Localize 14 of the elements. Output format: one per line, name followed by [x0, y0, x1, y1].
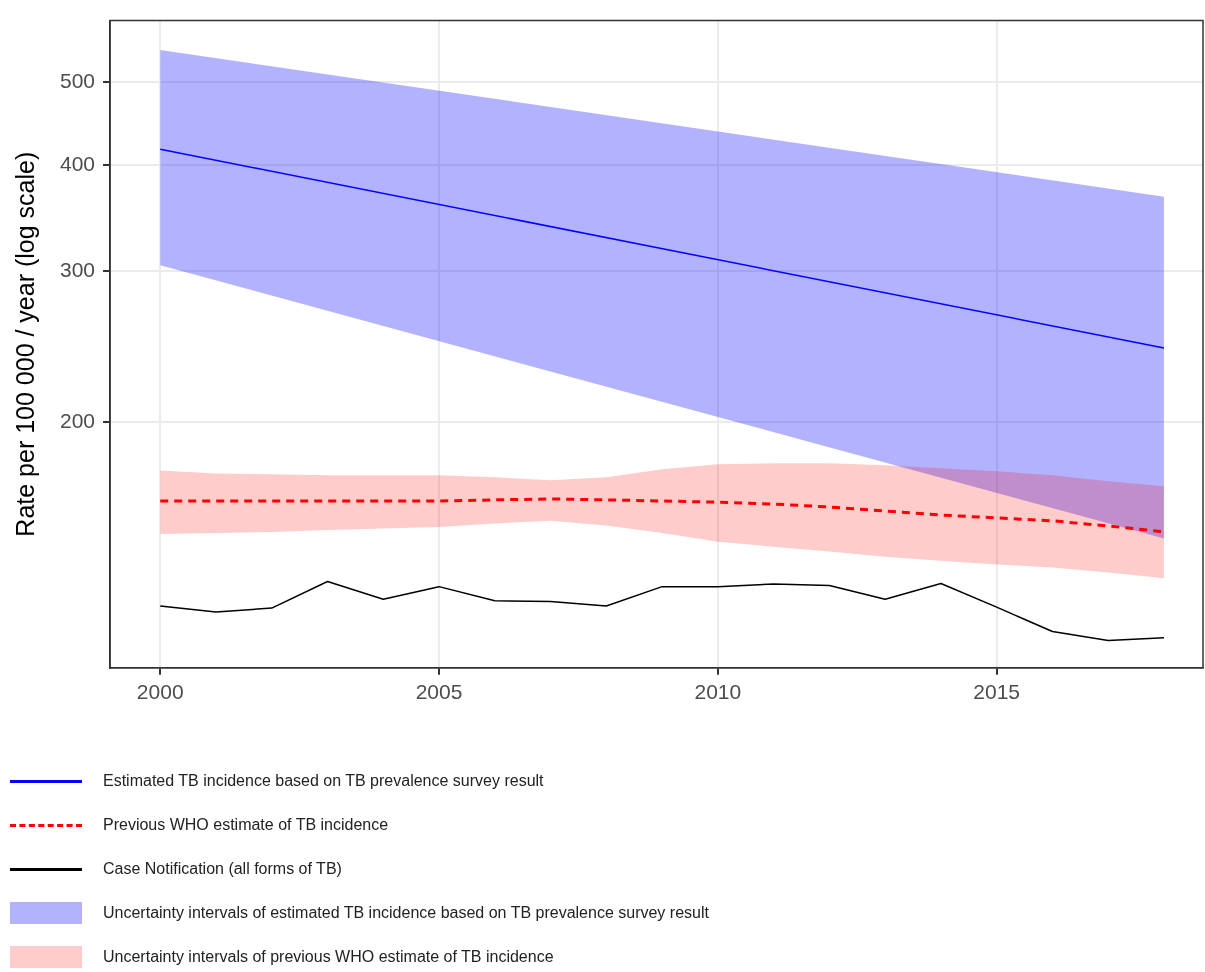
y-tick-label: 200 [59, 408, 96, 432]
y-axis-title: Rate per 100 000 / year (log scale) [10, 151, 39, 537]
y-tick-label: 300 [59, 258, 96, 282]
x-tick-label: 2000 [136, 680, 184, 704]
text: Uncertainty intervals of previous WHO estimate of TB incidence [103, 948, 554, 966]
legend-label: Previous WHO estimate of TB incidence [103, 816, 389, 834]
y-tick-label: 400 [59, 151, 96, 175]
x-tick-label: 2005 [415, 680, 463, 704]
legend-label: Estimated TB incidence based on TB prevalence survey result [103, 772, 544, 790]
x-tick-label: 2015 [973, 680, 1021, 704]
legend-label: Case Notification (all forms of TB) [103, 860, 342, 878]
y-tick-label: 500 [59, 68, 96, 92]
text: Uncertainty intervals of estimated TB incidence based on TB prevalence survey result [103, 904, 709, 922]
x-tick-label: 2010 [694, 680, 742, 704]
